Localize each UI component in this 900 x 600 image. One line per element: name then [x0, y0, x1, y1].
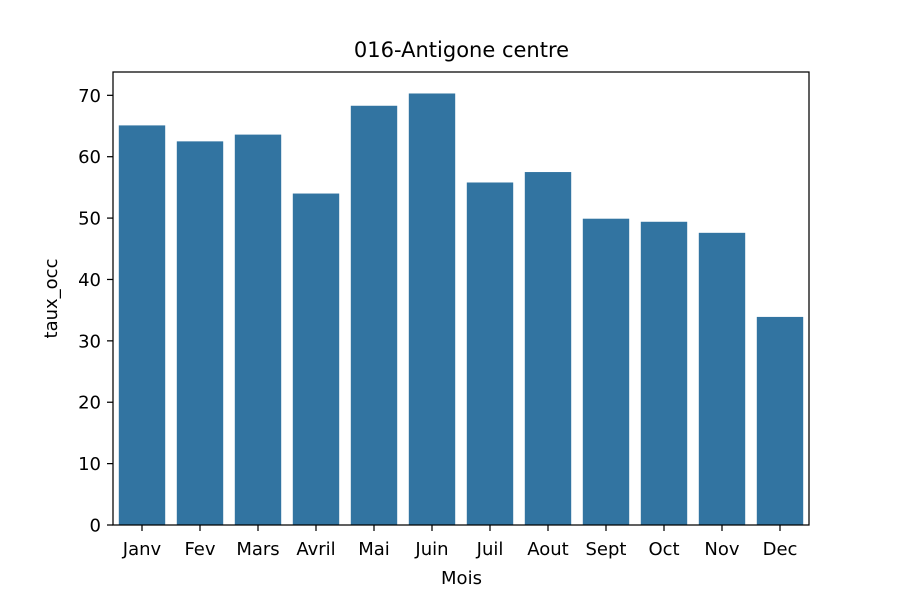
y-tick-label: 0 [90, 516, 101, 537]
bar-janv [118, 125, 166, 525]
x-tick-label: Mai [358, 539, 390, 560]
y-tick-label: 50 [78, 209, 101, 230]
x-tick-label: Mars [236, 539, 279, 560]
x-tick-label: Oct [648, 539, 679, 560]
bar-fev [176, 141, 224, 525]
x-tick-label: Aout [527, 539, 568, 560]
bars-layer [118, 93, 804, 526]
bar-dec [756, 316, 804, 525]
bar-sept [582, 218, 630, 525]
bar-aout [524, 172, 572, 525]
bar-juin [408, 93, 456, 526]
x-tick-label: Janv [122, 539, 162, 560]
y-tick-label: 70 [78, 86, 101, 107]
y-tick-label: 60 [78, 147, 101, 168]
x-tick-label: Fev [184, 539, 215, 560]
x-tick-label: Juil [476, 539, 504, 560]
bar-mai [350, 105, 398, 525]
x-axis: Janv Fev Mars Avril Mai Juin Juil Aout Sept Oct No… [122, 525, 798, 560]
bar-oct [640, 221, 688, 526]
x-tick-label: Sept [586, 539, 627, 560]
y-tick-label: 30 [78, 331, 101, 352]
y-axis-title: taux_occ [41, 259, 62, 339]
x-tick-label: Nov [704, 539, 739, 560]
bar-nov [698, 232, 746, 525]
y-tick-label: 10 [78, 454, 101, 475]
bar-juil [466, 182, 514, 526]
x-tick-label: Dec [763, 539, 798, 560]
y-tick-label: 40 [78, 270, 101, 291]
plot-frame [112, 71, 810, 526]
x-tick-label: Avril [296, 539, 335, 560]
y-axis: 0 10 20 30 40 50 60 70 [78, 86, 113, 537]
y-tick-label: 20 [78, 393, 101, 414]
bar-avril [292, 193, 340, 525]
x-tick-label: Juin [414, 539, 448, 560]
bar-mars [234, 134, 282, 526]
chart-title: 016-Antigone centre [354, 38, 569, 62]
x-axis-title: Mois [441, 568, 482, 589]
